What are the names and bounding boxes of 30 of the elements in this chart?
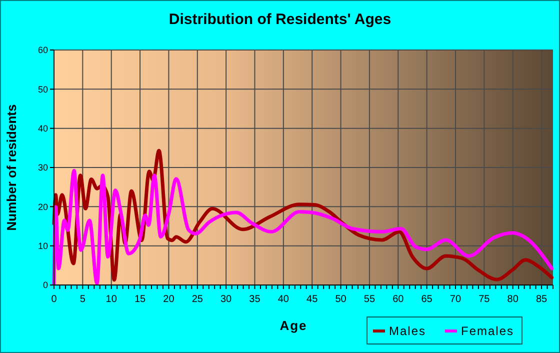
x-tick-label: 0 [51,294,58,305]
x-tick-label: 80 [507,294,519,305]
x-tick-label: 35 [249,294,261,305]
y-tick-label: 50 [38,84,48,94]
x-tick-label: 45 [306,294,318,305]
chart-title: Distribution of Residents' Ages [168,11,392,28]
x-tick-label: 10 [106,294,118,305]
x-tick-label: 40 [278,294,290,305]
x-tick-label: 50 [335,294,347,305]
y-tick-label: 20 [38,202,48,212]
legend-label: Females [461,324,514,338]
x-tick-label: 5 [80,294,86,305]
x-tick-label: 85 [536,294,548,305]
x-axis-title: Age [280,318,308,333]
y-tick-label: 0 [42,280,48,290]
x-tick-label: 75 [478,294,490,305]
y-tick-label: 40 [38,123,48,134]
x-tick-label: 25 [192,294,204,305]
x-tick-label: 55 [364,294,376,305]
y-tick-label: 10 [38,240,48,251]
legend-label: Males [389,324,426,338]
x-tick-label: 15 [134,294,146,305]
y-axis-title: Number of residents [4,104,19,231]
y-tick-label: 30 [38,162,48,173]
x-tick-label: 65 [421,294,433,305]
x-tick-label: 20 [163,294,175,305]
x-tick-label: 70 [450,294,462,305]
x-tick-label: 60 [392,294,404,305]
x-tick-label: 30 [220,294,232,305]
y-tick-label: 60 [38,45,48,56]
